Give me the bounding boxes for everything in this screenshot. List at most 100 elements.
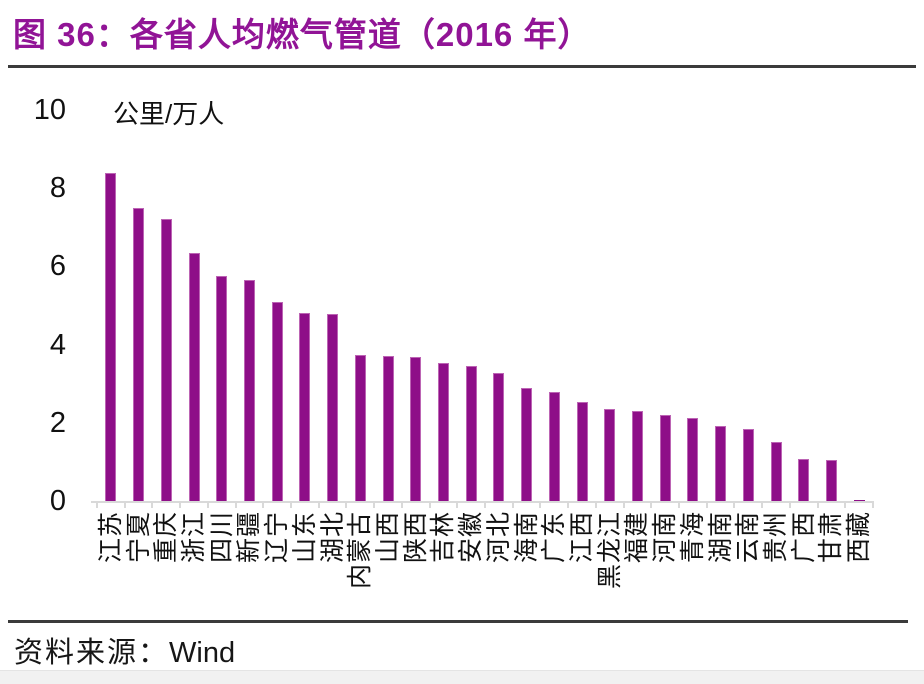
bar-宁夏: [133, 207, 145, 501]
bar-陕西: [410, 357, 422, 501]
bar-安徽: [465, 366, 477, 501]
title-divider: [8, 65, 916, 68]
bar-山西: [382, 355, 394, 501]
x-axis-label-内蒙古: 内蒙古: [346, 511, 375, 590]
x-axis-label-新疆: 新疆: [235, 511, 264, 564]
x-axis-label-山东: 山东: [290, 511, 319, 564]
y-axis-tick-label: 4: [49, 328, 66, 361]
bar-江西: [576, 402, 588, 501]
bar-贵州: [770, 441, 782, 501]
y-axis-unit-label: 公里/万人: [113, 99, 225, 129]
x-axis-label-辽宁: 辽宁: [263, 511, 292, 564]
x-axis-tick: [151, 501, 154, 508]
x-axis-tick: [872, 501, 874, 508]
x-axis-tick: [373, 501, 376, 508]
figure-title: 图 36：各省人均燃气管道（2016 年）: [13, 16, 592, 53]
y-axis-tick-label: 2: [49, 406, 66, 439]
x-axis-tick: [428, 501, 431, 508]
bar-山东: [299, 313, 311, 501]
x-axis-tick: [650, 501, 653, 508]
source-label: 资料来源：: [14, 637, 170, 669]
x-axis-tick: [788, 501, 791, 508]
x-axis-tick: [705, 501, 708, 508]
x-axis-label-广东: 广东: [540, 511, 569, 564]
x-axis-label-浙江: 浙江: [180, 511, 208, 564]
x-axis-label-江苏: 江苏: [96, 511, 125, 564]
bar-湖北: [327, 314, 339, 501]
x-axis-label-重庆: 重庆: [152, 511, 181, 564]
y-axis-tick-label: 8: [49, 172, 66, 205]
source-value: Wind: [169, 637, 236, 669]
x-axis-label-广西: 广西: [789, 511, 818, 564]
x-axis-label-四川: 四川: [207, 511, 236, 564]
bar-新疆: [243, 280, 255, 501]
x-axis-tick: [622, 501, 625, 508]
page-bottom-band: [0, 670, 924, 684]
x-axis-label-湖北: 湖北: [318, 511, 347, 564]
bar-甘肃: [825, 459, 837, 501]
bar-广东: [548, 392, 560, 501]
x-axis-label-吉林: 吉林: [429, 511, 458, 564]
x-axis-label-安徽: 安徽: [457, 511, 486, 564]
bar-广西: [798, 458, 810, 501]
bar-福建: [631, 411, 643, 501]
x-axis-label-山西: 山西: [374, 511, 402, 564]
x-axis-label-西藏: 西藏: [845, 511, 874, 564]
bar-湖南: [715, 425, 727, 501]
x-axis-tick: [539, 501, 542, 508]
bar-江苏: [105, 172, 117, 501]
x-axis-tick: [234, 501, 237, 508]
x-axis-line: [91, 501, 873, 503]
x-axis-label-湖南: 湖南: [706, 511, 735, 564]
bar-内蒙古: [354, 354, 366, 501]
x-axis-tick: [290, 501, 292, 508]
x-axis-tick: [400, 501, 403, 508]
bar-辽宁: [271, 301, 283, 501]
x-axis-label-陕西: 陕西: [401, 511, 430, 564]
x-axis-tick: [345, 501, 348, 508]
x-axis-tick: [733, 501, 736, 508]
x-axis-tick: [567, 501, 570, 508]
bar-浙江: [188, 252, 200, 501]
x-axis-tick: [484, 501, 486, 508]
bar-海南: [521, 388, 533, 501]
x-axis-tick: [511, 501, 514, 508]
x-axis-tick: [844, 501, 847, 508]
x-axis-label-黑龙江: 黑龙江: [595, 511, 624, 590]
x-axis-tick: [206, 501, 209, 508]
bar-黑龙江: [604, 409, 616, 501]
x-axis-label-江西: 江西: [568, 511, 596, 564]
footer-divider: [8, 620, 908, 623]
x-axis-tick: [262, 501, 265, 508]
y-axis-tick-label: 0: [49, 485, 66, 517]
y-axis-tick-label: 6: [49, 250, 66, 283]
x-axis-label-宁夏: 宁夏: [124, 511, 153, 564]
x-axis-label-河南: 河南: [651, 511, 680, 564]
x-axis-label-贵州: 贵州: [762, 511, 790, 564]
x-axis-tick: [179, 501, 182, 508]
bar-青海: [687, 417, 699, 501]
x-axis-tick: [678, 501, 680, 508]
x-axis-label-青海: 青海: [678, 511, 707, 564]
x-axis-label-云南: 云南: [734, 511, 763, 564]
x-axis-tick: [594, 501, 597, 508]
bar-吉林: [437, 362, 449, 501]
x-axis-tick: [816, 501, 819, 508]
x-axis-tick: [456, 501, 459, 508]
y-axis-tick-label: 10: [33, 94, 66, 126]
source-line: 资料来源：Wind: [14, 629, 235, 671]
bar-西藏: [853, 500, 865, 501]
x-axis-tick: [761, 501, 764, 508]
bar-重庆: [160, 219, 172, 501]
x-axis-tick: [96, 501, 98, 508]
x-axis-tick: [317, 501, 320, 508]
bar-四川: [216, 276, 228, 501]
x-axis-tick: [123, 501, 126, 508]
bar-河北: [493, 372, 505, 501]
x-axis-label-甘肃: 甘肃: [817, 511, 846, 564]
x-axis-label-海南: 海南: [512, 511, 541, 564]
bar-河南: [659, 414, 671, 501]
bar-云南: [742, 429, 754, 501]
x-axis-label-福建: 福建: [623, 511, 652, 564]
